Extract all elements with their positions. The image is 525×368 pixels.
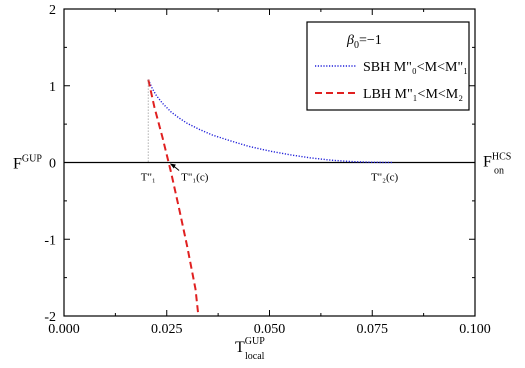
series-sbh-line bbox=[147, 79, 393, 164]
y-axis-label-main: F bbox=[13, 156, 22, 173]
annotation-t2c-label: T"₂(c) bbox=[371, 172, 399, 184]
series-lbh-line bbox=[147, 79, 200, 317]
right-axis-label: FHCS on bbox=[483, 152, 511, 177]
legend-title-rest: =−1 bbox=[359, 33, 382, 48]
right-axis-label-main: F bbox=[483, 154, 492, 171]
legend: β0=−1 SBH M"₀<M<M"₁ LBH M"₁<M<M₂ bbox=[306, 21, 470, 111]
x-tick-label: 0.075 bbox=[357, 322, 389, 337]
x-axis-label-main: T bbox=[235, 339, 245, 356]
y-tick-label: -1 bbox=[44, 233, 56, 248]
y-tick-label: 1 bbox=[49, 80, 56, 95]
annotation-arrowhead bbox=[169, 163, 176, 169]
x-tick-label: 0.000 bbox=[48, 322, 80, 337]
legend-entry-label: LBH M"₁<M<M₂ bbox=[363, 87, 463, 102]
x-axis-label-sub: local bbox=[245, 351, 265, 362]
y-axis-label-sup: GUP bbox=[22, 154, 42, 165]
legend-entry-label: SBH M"₀<M<M"₁ bbox=[363, 60, 468, 75]
x-axis-label: TGUP local bbox=[235, 336, 265, 362]
y-tick-label: 0 bbox=[49, 157, 56, 172]
annotation-layer: T"₁ T"₁(c) T"₂(c) bbox=[141, 79, 399, 184]
legend-box bbox=[306, 21, 470, 111]
x-tick-label: 0.050 bbox=[254, 322, 286, 337]
legend-title-symbol: β bbox=[346, 33, 354, 48]
x-tick-label: 0.100 bbox=[459, 322, 491, 337]
ticks: 0.000 0.025 0.050 0.075 0.100 2 1 0 -1 -2 bbox=[44, 3, 490, 337]
legend-title: β0=−1 bbox=[346, 33, 382, 51]
annotation-t1-label: T"₁ bbox=[141, 172, 156, 184]
right-axis-label-sub: on bbox=[494, 166, 504, 177]
annotation-t1c-label: T"₁(c) bbox=[181, 172, 209, 184]
y-tick-label: 2 bbox=[49, 3, 56, 18]
x-tick-label: 0.025 bbox=[151, 322, 183, 337]
right-axis-label-sup: HCS bbox=[492, 152, 511, 163]
series-layer bbox=[147, 79, 393, 317]
x-axis-label-sup: GUP bbox=[245, 336, 265, 347]
legend-title-sub: 0 bbox=[354, 40, 359, 51]
y-axis-label: FGUP bbox=[13, 154, 42, 173]
y-tick-label: -2 bbox=[44, 310, 56, 325]
